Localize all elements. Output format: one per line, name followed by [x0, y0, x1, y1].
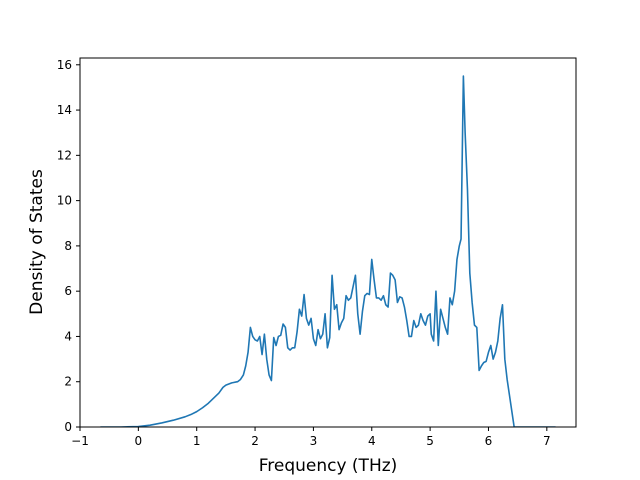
y-axis-label: Density of States — [27, 169, 47, 315]
x-tick-label: 0 — [135, 434, 143, 448]
axes-frame — [79, 57, 577, 428]
x-axis-label: Frequency (THz) — [259, 456, 398, 476]
x-tick-label: 5 — [426, 434, 434, 448]
plot-area — [100, 75, 556, 427]
x-tick-label: 4 — [368, 434, 376, 448]
y-tick-label: 0 — [64, 420, 72, 434]
y-tick-label: 10 — [57, 194, 72, 208]
x-tick-label: 1 — [193, 434, 201, 448]
y-tick-label: 12 — [57, 148, 72, 162]
y-tick-label: 2 — [64, 375, 72, 389]
y-tick-label: 4 — [64, 329, 72, 343]
x-tick-label: 3 — [310, 434, 318, 448]
x-tick-label: 7 — [543, 434, 551, 448]
dos-series-line-0 — [100, 75, 556, 427]
y-tick-label: 14 — [57, 103, 72, 117]
y-tick-label: 8 — [64, 239, 72, 253]
y-tick-label: 16 — [57, 58, 72, 72]
y-tick-label: 6 — [64, 284, 72, 298]
x-tick-label: −1 — [71, 434, 89, 448]
x-tick-label: 2 — [251, 434, 259, 448]
x-tick-label: 6 — [485, 434, 493, 448]
